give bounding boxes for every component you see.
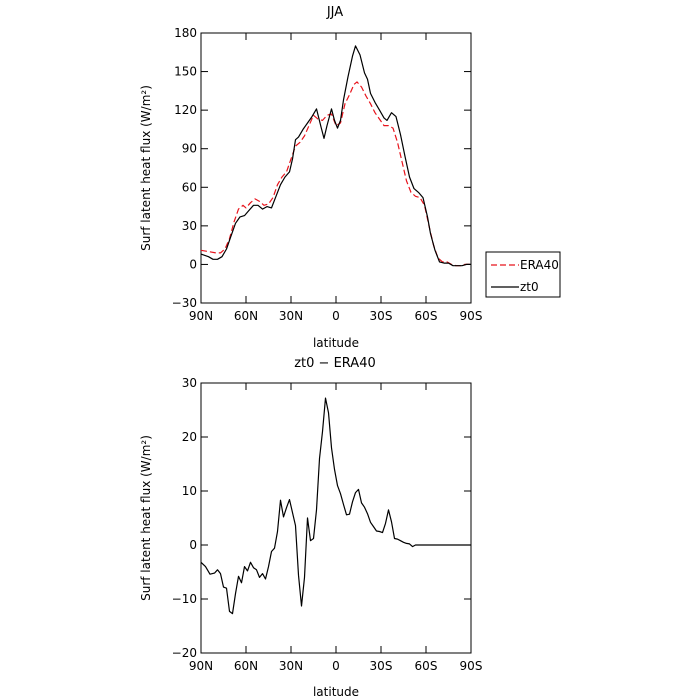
legend-box — [485, 251, 561, 298]
x-tick-label: 90N — [189, 659, 213, 673]
x-tick-label: 60S — [415, 309, 438, 323]
x-axis-label: latitude — [313, 336, 359, 350]
y-tick-label: 30 — [182, 376, 197, 390]
y-tick-label: 120 — [174, 103, 197, 117]
y-tick-label: −10 — [172, 592, 197, 606]
chart-title: zt0 − ERA40 — [294, 356, 376, 371]
y-tick-label: 0 — [189, 257, 197, 271]
y-tick-label: 150 — [174, 65, 197, 79]
series-line-era40 — [200, 81, 471, 267]
y-tick-label: 20 — [182, 430, 197, 444]
chart-panel-difference: zt0 − ERA40 −20 −10 0 10 20 30 90N 60N 30N 0 30S 6… — [139, 356, 482, 699]
y-axis-label: Surf latent heat flux (W/m²) — [139, 435, 153, 601]
y-tick-label: 60 — [182, 180, 197, 194]
legend-label-zt0: zt0 — [520, 280, 539, 294]
series-line-difference — [200, 397, 471, 615]
x-tick-label: 90S — [460, 659, 483, 673]
x-tick-label: 30N — [279, 659, 303, 673]
legend-label-era40: ERA40 — [520, 258, 559, 272]
x-tick-label: 30S — [370, 659, 393, 673]
chart-panel-jja: JJA −30 0 30 60 90 120 150 180 90N 60N 30N 0 30S 60S… — [139, 5, 561, 350]
series-line-zt0 — [200, 45, 471, 267]
y-tick-label: 30 — [182, 219, 197, 233]
x-tick-label: 0 — [332, 659, 340, 673]
plot-frame — [200, 32, 472, 304]
y-axis-label: Surf latent heat flux (W/m²) — [139, 85, 153, 251]
x-tick-label: 60N — [234, 309, 258, 323]
plot-frame — [200, 382, 472, 654]
x-tick-label: 60N — [234, 659, 258, 673]
chart-title: JJA — [326, 5, 343, 20]
x-tick-label: 30N — [279, 309, 303, 323]
legend: ERA40 zt0 — [485, 251, 561, 298]
x-tick-label: 90N — [189, 309, 213, 323]
y-tick-label: 0 — [189, 538, 197, 552]
x-tick-label: 30S — [370, 309, 393, 323]
x-axis-label: latitude — [313, 685, 359, 699]
x-tick-label: 0 — [332, 309, 340, 323]
y-tick-label: −20 — [172, 646, 197, 660]
y-tick-label: 10 — [182, 484, 197, 498]
y-tick-label: 90 — [182, 142, 197, 156]
y-tick-label: −30 — [172, 296, 197, 310]
x-tick-label: 90S — [460, 309, 483, 323]
y-tick-label: 180 — [174, 26, 197, 40]
x-tick-label: 60S — [415, 659, 438, 673]
